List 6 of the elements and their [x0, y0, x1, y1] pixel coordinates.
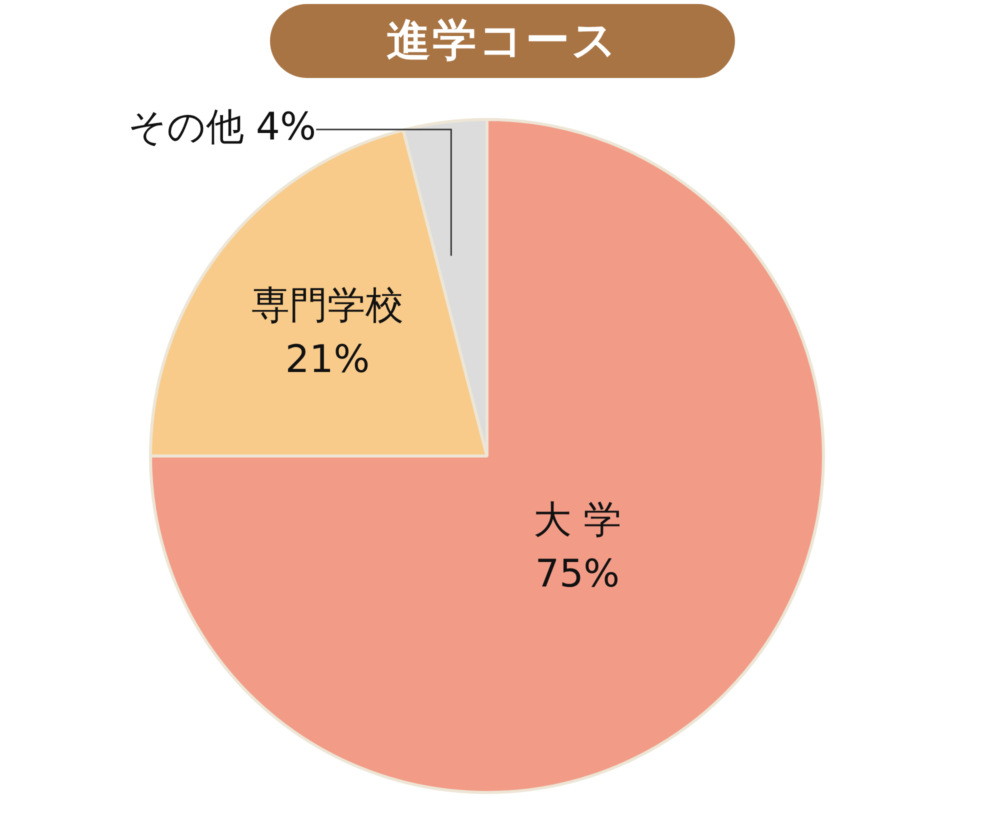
chart-title: 進学コース: [270, 4, 735, 78]
slice-label: その他 4%: [128, 104, 316, 148]
slice-label: 専門学校: [251, 283, 404, 328]
data-label: 75%: [535, 551, 620, 596]
data-label: 21%: [285, 337, 370, 382]
slice-label: 大 学: [533, 497, 622, 542]
